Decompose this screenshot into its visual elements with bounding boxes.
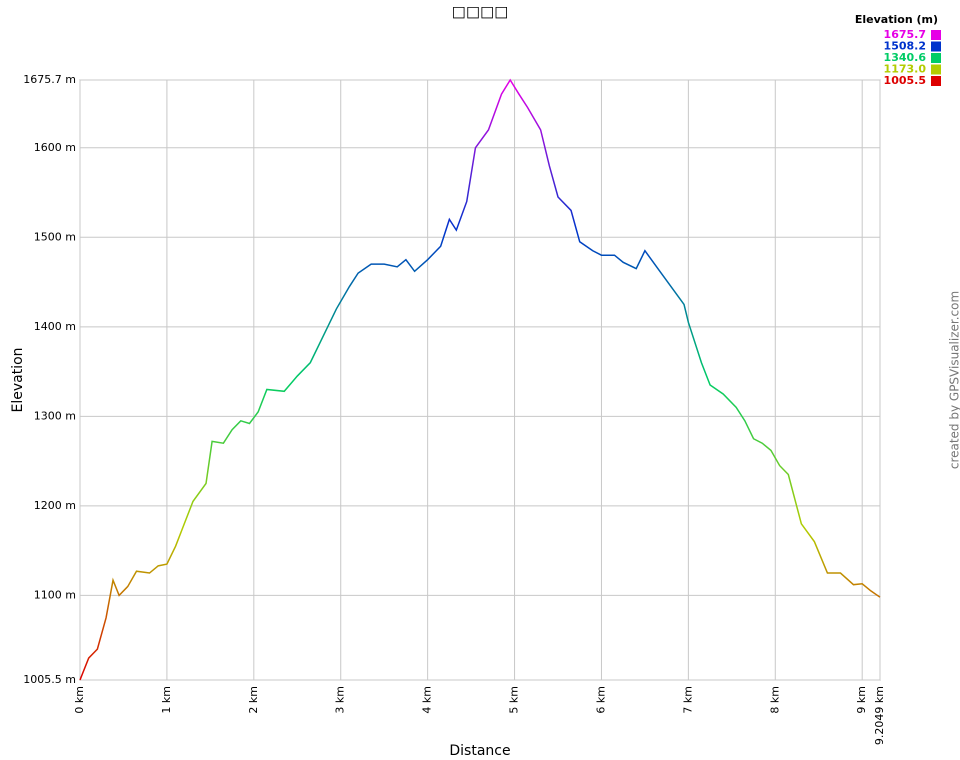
legend-label: 1005.5: [884, 74, 926, 87]
legend-swatch: [931, 30, 941, 40]
x-tick-label: 9 km: [855, 686, 868, 714]
credit: created by GPSVisualizer.com: [948, 291, 960, 469]
x-tick-label: 4 km: [421, 686, 434, 714]
chart-title: □□□□: [452, 3, 509, 21]
x-axis-label: Distance: [449, 743, 510, 759]
legend-label: 1508.2: [884, 40, 926, 53]
y-tick-label: 1300 m: [34, 409, 76, 422]
elevation-line: [79, 78, 881, 681]
x-tick-label: 7 km: [681, 686, 694, 714]
legend-swatch: [931, 76, 941, 86]
plot-frame: [79, 79, 881, 681]
x-tick-label: 9.2049 km: [873, 686, 886, 745]
x-tick-label: 2 km: [247, 686, 260, 714]
legend-label: 1340.6: [884, 51, 927, 64]
x-tick-label: 3 km: [334, 686, 347, 714]
legend-title: Elevation (m): [855, 13, 938, 26]
y-tick-label: 1675.7 m: [23, 73, 76, 86]
y-tick-label: 1100 m: [34, 588, 76, 601]
x-tick-label: 5 km: [508, 686, 521, 714]
y-tick-label: 1005.5 m: [23, 673, 76, 686]
x-tick-label: 6 km: [594, 686, 607, 714]
x-tick-label: 0 km: [73, 686, 86, 714]
legend-label: 1173.0: [884, 63, 927, 76]
y-tick-label: 1200 m: [34, 499, 76, 512]
y-axis-label: Elevation: [10, 347, 26, 412]
y-tick-label: 1500 m: [34, 230, 76, 243]
x-tick-label: 8 km: [768, 686, 781, 714]
y-tick-label: 1600 m: [34, 141, 76, 154]
legend-swatch: [931, 64, 941, 75]
legend-swatch: [931, 53, 941, 63]
legend-swatch: [931, 41, 941, 52]
legend-label: 1675.7: [884, 28, 926, 41]
y-tick-label: 1400 m: [34, 320, 76, 333]
x-tick-label: 1 km: [160, 686, 173, 714]
